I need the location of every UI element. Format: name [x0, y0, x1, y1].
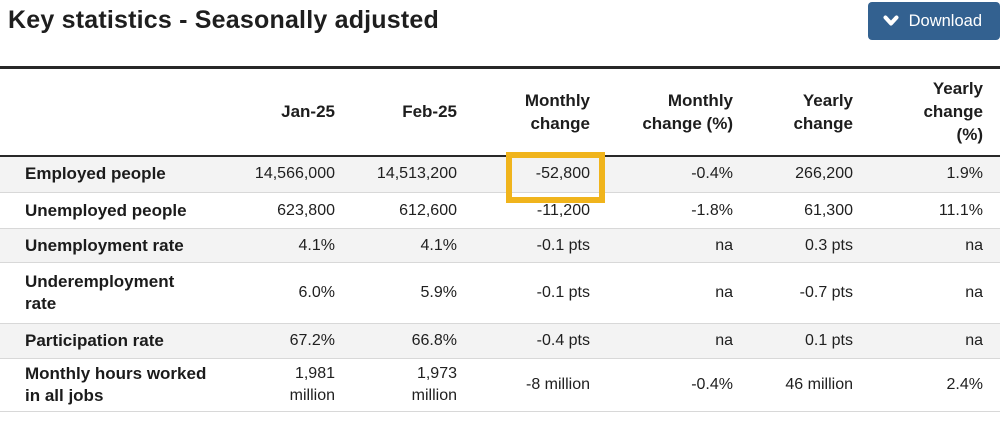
cell: 5.9%	[420, 284, 457, 301]
cell: 1,981 million	[289, 365, 335, 404]
cell: 11.1%	[938, 201, 983, 219]
cell: na	[715, 236, 733, 254]
cell: 4.1%	[420, 236, 457, 254]
row-label: Unemployed people	[25, 200, 187, 220]
cell: na	[715, 332, 733, 349]
cell: na	[715, 284, 733, 301]
table-row-unemployed-people: Unemployed people 623,800 612,600 -11,20…	[0, 193, 1000, 229]
cell: 46 million	[785, 376, 853, 393]
download-button-label: Download	[908, 11, 982, 30]
cell: na	[965, 284, 983, 301]
cell: 612,600	[399, 201, 457, 219]
row-label: Participation rate	[25, 331, 164, 350]
cell: na	[965, 332, 983, 349]
header-row: Jan-25 Feb-25 Monthly change Monthly cha…	[0, 68, 1000, 156]
row-label: Employed people	[25, 164, 166, 184]
table-row-underemployment-rate: Underemployment rate 6.0% 5.9% -0.1 pts …	[0, 263, 1000, 324]
cell: 623,800	[277, 201, 335, 219]
cell: 2.4%	[946, 376, 983, 393]
cell: 266,200	[795, 165, 853, 183]
cell: 14,513,200	[376, 165, 457, 183]
cell: -0.1 pts	[536, 236, 590, 254]
row-label: Unemployment rate	[25, 235, 184, 255]
column-header-yearly-change-pct: Yearly change (%)	[923, 79, 983, 145]
cell: 14,566,000	[254, 165, 335, 183]
cell-highlighted: -52,800	[535, 165, 590, 183]
table-row-monthly-hours-worked: Monthly hours worked in all jobs 1,981 m…	[0, 359, 1000, 412]
column-header-yearly-change: Yearly change	[793, 90, 853, 133]
cell: na	[965, 236, 983, 254]
page-title: Key statistics - Seasonally adjusted	[8, 6, 439, 34]
table-row-employed-people: Employed people 14,566,000 14,513,200 -5…	[0, 155, 1000, 193]
cell: 61,300	[804, 201, 853, 219]
row-label: Monthly hours worked in all jobs	[25, 364, 207, 405]
cell: 67.2%	[289, 332, 335, 349]
column-header-monthly-change-pct: Monthly change (%)	[642, 90, 733, 133]
cell: -1.8%	[691, 201, 733, 219]
column-header-jan-25: Jan-25	[281, 102, 335, 122]
column-header-monthly-change: Monthly change	[524, 90, 590, 133]
column-header-blank	[0, 68, 240, 156]
cell: 0.1 pts	[804, 332, 853, 349]
cell: -11,200	[536, 201, 590, 219]
cell: -0.1 pts	[536, 284, 590, 301]
cell: 0.3 pts	[804, 236, 853, 254]
table-row-unemployment-rate: Unemployment rate 4.1% 4.1% -0.1 pts na …	[0, 228, 1000, 263]
cell: 6.0%	[298, 284, 335, 301]
cell: 66.8%	[411, 332, 457, 349]
cell: -0.4%	[691, 165, 733, 183]
cell: -8 million	[525, 376, 590, 393]
table-row-participation-rate: Participation rate 67.2% 66.8% -0.4 pts …	[0, 323, 1000, 359]
cell: -0.4 pts	[536, 332, 590, 349]
cell: -0.4%	[691, 376, 733, 393]
cell: 1.9%	[946, 165, 983, 183]
key-statistics-table: Jan-25 Feb-25 Monthly change Monthly cha…	[0, 66, 1000, 412]
row-label: Underemployment rate	[25, 272, 175, 313]
chevron-down-icon	[883, 15, 899, 27]
cell: 1,973 million	[411, 365, 457, 404]
cell: -0.7 pts	[799, 284, 853, 301]
cell: 4.1%	[298, 236, 335, 254]
download-button[interactable]: Download	[867, 2, 1000, 40]
column-header-feb-25: Feb-25	[402, 102, 457, 122]
